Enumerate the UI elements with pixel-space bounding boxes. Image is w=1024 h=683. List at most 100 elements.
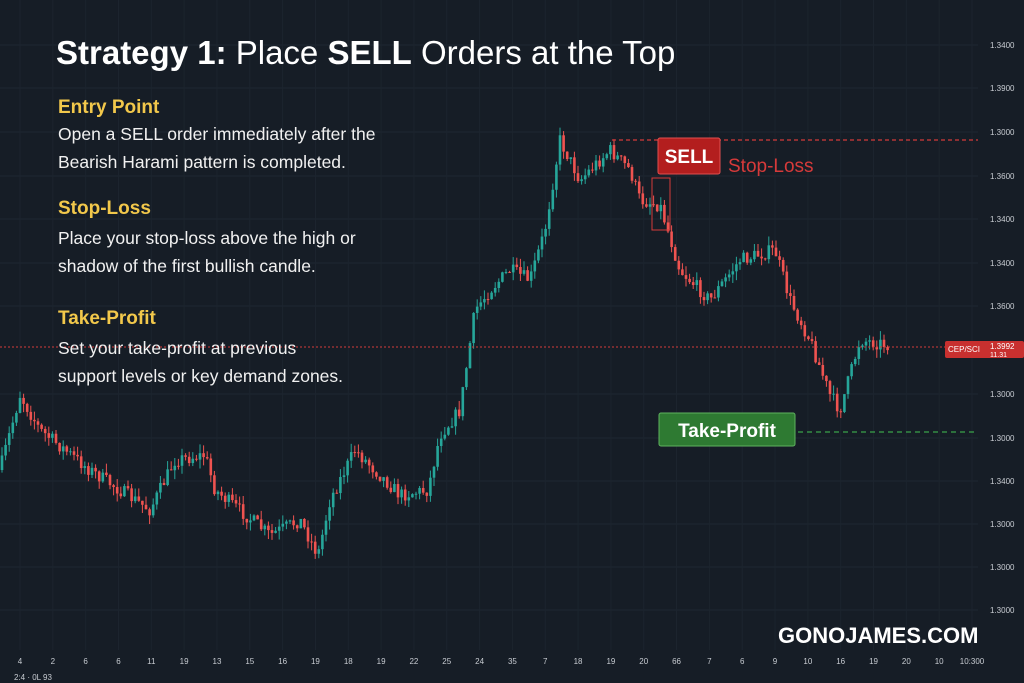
candle-body xyxy=(130,488,133,502)
candle-body xyxy=(511,264,515,273)
candle-body xyxy=(65,446,69,452)
candle-body xyxy=(727,274,731,278)
candle-body xyxy=(573,157,576,174)
candle-body xyxy=(666,222,670,232)
candle-body xyxy=(871,340,875,348)
candle-body xyxy=(79,456,83,469)
candle-body xyxy=(648,204,652,207)
candle-body xyxy=(612,145,616,160)
candle-body xyxy=(220,491,223,496)
candle-body xyxy=(324,520,328,535)
title-part: Orders at the Top xyxy=(421,34,675,71)
time-label: 9 xyxy=(773,657,778,666)
candle-body xyxy=(360,452,364,463)
candle-body xyxy=(378,476,382,481)
candle-body xyxy=(159,482,162,493)
sell-label: SELL xyxy=(665,147,714,168)
candle-body xyxy=(803,325,807,337)
candle-body xyxy=(7,433,11,445)
candle-body xyxy=(148,509,151,516)
candle-body xyxy=(457,409,461,417)
candle-body xyxy=(382,477,385,481)
candle-body xyxy=(133,496,137,502)
candle-body xyxy=(810,339,814,342)
time-label: 66 xyxy=(672,657,681,666)
candle-body xyxy=(605,154,609,159)
candle-body xyxy=(349,452,353,461)
section-heading: Stop-Loss xyxy=(58,198,151,219)
candle-body xyxy=(403,489,407,501)
candle-body xyxy=(105,472,108,476)
section-text: Open a SELL order immediately after the xyxy=(58,124,375,144)
candle-body xyxy=(169,469,173,471)
harami-box xyxy=(651,177,671,231)
candle-body xyxy=(155,492,159,505)
candle-body xyxy=(623,156,627,164)
time-label: 22 xyxy=(409,657,418,666)
price-label: 1.3400 xyxy=(990,259,1015,268)
price-tag xyxy=(945,341,1024,358)
candle-body xyxy=(371,465,375,473)
candle-body xyxy=(364,459,367,463)
candle-body xyxy=(461,387,465,417)
candle-body xyxy=(367,459,371,466)
candle-body xyxy=(738,262,742,265)
candle-body xyxy=(429,477,432,496)
candle-body xyxy=(303,518,306,528)
candle-body xyxy=(112,485,115,488)
candle-body xyxy=(141,500,144,505)
time-label: 2 xyxy=(51,657,56,666)
candle-body xyxy=(533,260,537,272)
candle-body xyxy=(850,364,853,377)
candle-body xyxy=(497,281,501,288)
time-label: 15 xyxy=(245,657,254,666)
candle-body xyxy=(774,247,778,257)
candle-body xyxy=(299,518,303,529)
candle-body xyxy=(177,465,180,467)
candle-body xyxy=(688,278,691,283)
candle-body xyxy=(227,494,231,502)
candle-body xyxy=(709,293,713,298)
time-label: 4 xyxy=(18,657,23,666)
candle-body xyxy=(720,281,724,287)
candle-body xyxy=(504,271,508,273)
candle-body xyxy=(717,286,720,298)
candle-body xyxy=(580,179,583,182)
candle-body xyxy=(763,258,767,260)
candle-body xyxy=(418,488,421,494)
candle-body xyxy=(245,518,249,523)
candle-body xyxy=(619,155,623,157)
candle-body xyxy=(655,204,659,212)
candle-body xyxy=(821,364,825,376)
time-axis: 4 2 6 6 11 19 13 15 16 19 18 19 22 25 24 35 7 18 19 20 66 7 6 9… xyxy=(18,657,985,666)
candle-body xyxy=(547,209,551,229)
candle-body xyxy=(321,534,324,550)
section-heading: Entry Point xyxy=(58,97,160,118)
candle-body xyxy=(29,411,33,420)
candle-body xyxy=(857,347,861,359)
candle-body xyxy=(526,270,529,281)
candle-body xyxy=(231,494,234,501)
take-profit-label: Take-Profit xyxy=(678,421,777,442)
section-text: shadow of the first bullish candle. xyxy=(58,256,316,276)
candle-body xyxy=(33,419,36,422)
candle-body xyxy=(137,496,141,501)
candle-body xyxy=(591,169,594,171)
candle-body xyxy=(468,343,472,369)
candle-body xyxy=(630,167,634,181)
candle-body xyxy=(832,393,835,395)
candle-body xyxy=(335,492,339,494)
candle-body xyxy=(108,475,112,486)
price-label: 1.3000 xyxy=(990,520,1015,529)
time-label: 6 xyxy=(83,657,88,666)
candle-body xyxy=(234,500,238,504)
candle-body xyxy=(677,260,681,270)
candle-body xyxy=(223,495,227,502)
section-text: Set your take-profit at previous xyxy=(58,338,297,358)
candle-body xyxy=(540,236,544,250)
candle-body xyxy=(270,530,274,533)
candle-body xyxy=(411,494,414,498)
price-label: 1.3400 xyxy=(990,477,1015,486)
time-label: 7 xyxy=(707,657,712,666)
candle-body xyxy=(425,492,429,496)
